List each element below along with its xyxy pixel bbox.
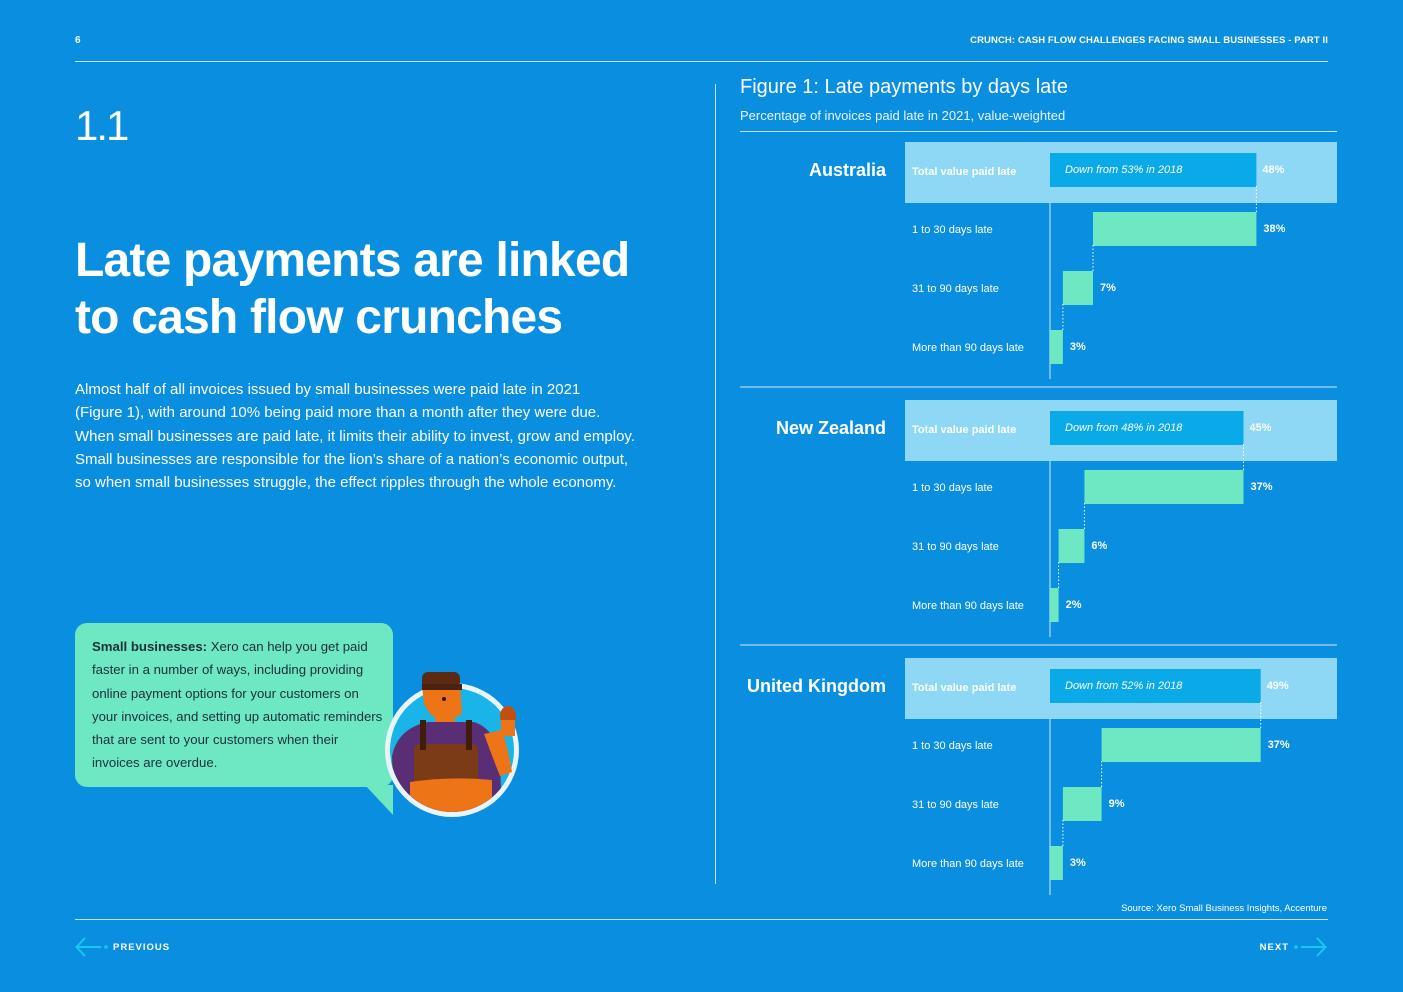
callout-lead: Small businesses: xyxy=(92,639,208,654)
segment-bar xyxy=(1050,846,1063,880)
arrow-right-icon xyxy=(1294,937,1327,957)
column-divider xyxy=(715,84,716,884)
body-line: (Figure 1), with around 10% being paid m… xyxy=(75,404,601,422)
value-label: 3% xyxy=(1070,341,1086,353)
segment-bar xyxy=(1058,529,1085,563)
next-label: NEXT xyxy=(1259,941,1289,953)
body-line: Small businesses are responsible for the… xyxy=(75,450,629,468)
segment-bar xyxy=(1101,728,1261,762)
value-label: 7% xyxy=(1100,282,1116,294)
category-label: 1 to 30 days late xyxy=(912,482,993,494)
page-number: 6 xyxy=(75,35,81,46)
running-title: CRUNCH: CASH FLOW CHALLENGES FACING SMAL… xyxy=(970,35,1328,46)
total-category-label: Total value paid late xyxy=(912,166,1016,178)
segment-bar xyxy=(1062,271,1093,305)
segment-bar xyxy=(1050,330,1063,364)
category-label: More than 90 days late xyxy=(912,342,1024,354)
category-label: 31 to 90 days late xyxy=(912,283,999,295)
value-label: 37% xyxy=(1268,739,1290,751)
country-label: Australia xyxy=(809,160,887,180)
body-paragraph: Almost half of all invoices issued by sm… xyxy=(75,378,715,494)
previous-label: PREVIOUS xyxy=(113,941,171,953)
late-payments-chart: Australia Total value paid late Down from … xyxy=(740,142,1337,895)
previous-page-link[interactable]: PREVIOUS xyxy=(75,936,170,958)
worker-avatar-icon xyxy=(385,672,519,817)
section-number: 1.1 xyxy=(75,102,129,149)
country-label: New Zealand xyxy=(776,418,886,438)
next-page-link[interactable]: NEXT xyxy=(1260,936,1327,958)
value-label: 9% xyxy=(1109,798,1125,810)
category-label: 31 to 90 days late xyxy=(912,799,999,811)
footer-divider xyxy=(75,919,1328,920)
value-label: 6% xyxy=(1091,540,1107,552)
total-bar xyxy=(1050,411,1244,445)
comparison-note: Down from 52% in 2018 xyxy=(1065,680,1183,692)
category-label: 1 to 30 days late xyxy=(912,740,993,752)
headline: Late payments are linked to cash flow cr… xyxy=(75,232,695,346)
header-divider xyxy=(75,61,1328,62)
value-label: 38% xyxy=(1263,223,1285,235)
total-category-label: Total value paid late xyxy=(912,682,1016,694)
segment-bar xyxy=(1084,470,1244,504)
body-line: Almost half of all invoices issued by sm… xyxy=(75,381,581,398)
callout-tail xyxy=(365,785,393,815)
chart-subtitle: Percentage of invoices paid late in 2021… xyxy=(740,108,1066,123)
callout-text: Xero can help you get paid faster in a n… xyxy=(92,639,383,771)
body-line: so when small businesses struggle, the e… xyxy=(75,474,617,492)
segment-bar xyxy=(1050,588,1059,622)
total-bar xyxy=(1050,153,1257,187)
value-label: 3% xyxy=(1070,857,1086,869)
headline-line: to cash flow crunches xyxy=(75,291,563,344)
comparison-note: Down from 53% in 2018 xyxy=(1065,164,1183,176)
segment-bar xyxy=(1093,212,1257,246)
total-bar xyxy=(1050,669,1261,703)
value-label: 2% xyxy=(1066,599,1082,611)
comparison-note: Down from 48% in 2018 xyxy=(1065,422,1183,434)
country-label: United Kingdom xyxy=(747,676,886,696)
body-line: When small businesses are paid late, it … xyxy=(75,427,635,445)
category-label: More than 90 days late xyxy=(912,600,1024,612)
segment-bar xyxy=(1062,787,1102,821)
category-label: 1 to 30 days late xyxy=(912,224,993,236)
total-category-label: Total value paid late xyxy=(912,424,1016,436)
total-value-label: 49% xyxy=(1267,680,1289,692)
category-label: 31 to 90 days late xyxy=(912,541,999,553)
total-value-label: 45% xyxy=(1250,422,1272,434)
arrow-left-icon xyxy=(75,937,108,957)
chart-source: Source: Xero Small Business Insights, Ac… xyxy=(1121,903,1327,914)
category-label: More than 90 days late xyxy=(912,858,1024,870)
chart-title: Figure 1: Late payments by days late xyxy=(740,76,1068,98)
headline-line: Late payments are linked xyxy=(75,234,630,287)
callout-box: Small businesses: Xero can help you get … xyxy=(75,623,393,787)
value-label: 37% xyxy=(1251,481,1273,493)
total-value-label: 48% xyxy=(1262,164,1284,176)
chart-top-rule xyxy=(740,131,1337,132)
